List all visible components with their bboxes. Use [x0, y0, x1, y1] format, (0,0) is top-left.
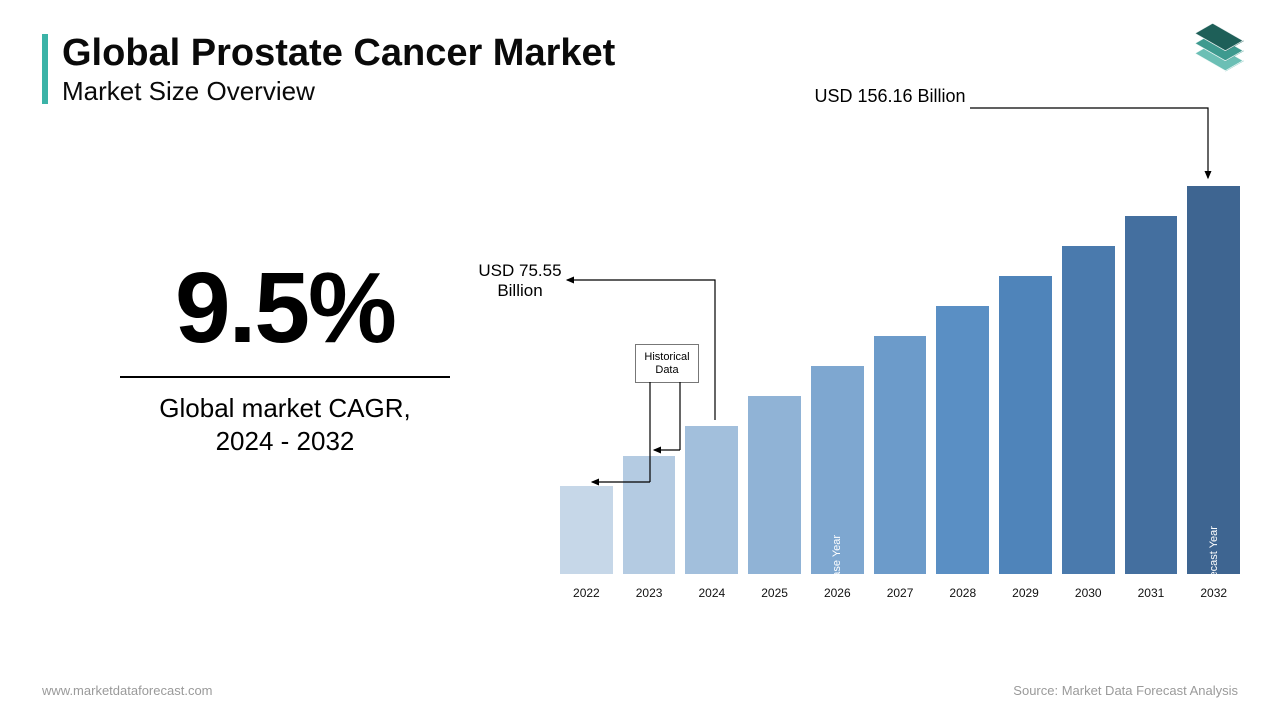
bar-2025 [748, 396, 801, 574]
bar-2030 [1062, 246, 1115, 574]
inbar-base-year: Base Year [831, 535, 843, 585]
x-label: 2026 [811, 586, 864, 600]
bar-2032: Forecast Year [1187, 186, 1240, 574]
x-label: 2032 [1187, 586, 1240, 600]
accent-bar [42, 34, 48, 104]
footer-source: Source: Market Data Forecast Analysis [1013, 683, 1238, 698]
bar-2023 [623, 456, 676, 574]
stat-divider [120, 376, 450, 378]
bar-2029 [999, 276, 1052, 574]
infographic-page: Global Prostate Cancer Market Market Siz… [0, 0, 1280, 720]
bar-2026: Base Year [811, 366, 864, 574]
x-label: 2031 [1125, 586, 1178, 600]
bar-2028 [936, 306, 989, 574]
x-label: 2022 [560, 586, 613, 600]
cagr-value: 9.5% [120, 258, 450, 358]
bar-2027 [874, 336, 927, 574]
bar-fill [685, 426, 738, 574]
bar-fill [874, 336, 927, 574]
footer: www.marketdataforecast.com Source: Marke… [42, 683, 1238, 698]
x-label: 2027 [874, 586, 927, 600]
x-label: 2028 [936, 586, 989, 600]
x-axis-labels: 2022 2023 2024 2025 2026 2027 2028 2029 2030 2031… [560, 586, 1240, 600]
x-label: 2025 [748, 586, 801, 600]
bar-fill: Base Year [811, 366, 864, 574]
arrow-to-2032 [970, 108, 1208, 178]
callout-top-value: USD 156.16 Billion [810, 86, 970, 108]
page-subtitle: Market Size Overview [62, 76, 615, 107]
bar-fill [623, 456, 676, 574]
callout-first-value: USD 75.55 Billion [475, 261, 565, 302]
cagr-label: Global market CAGR, 2024 - 2032 [120, 392, 450, 457]
bar-fill [1125, 216, 1178, 574]
x-label: 2030 [1062, 586, 1115, 600]
market-bar-chart: Base YearForecast Year 20222023202420252… [560, 180, 1240, 600]
bars-container: Base Year Forecast Year [560, 180, 1240, 574]
x-label: 2029 [999, 586, 1052, 600]
bar-2022 [560, 486, 613, 574]
footer-url: www.marketdataforecast.com [42, 683, 213, 698]
title-block: Global Prostate Cancer Market Market Siz… [42, 34, 615, 107]
brand-logo-icon [1186, 24, 1252, 78]
bar-fill [1062, 246, 1115, 574]
x-label: 2023 [623, 586, 676, 600]
bar-2024 [685, 426, 738, 574]
page-title: Global Prostate Cancer Market [62, 34, 615, 74]
cagr-label-line1: Global market CAGR, [159, 393, 410, 423]
bar-fill [748, 396, 801, 574]
cagr-stat: 9.5% Global market CAGR, 2024 - 2032 [120, 258, 450, 457]
bar-fill [999, 276, 1052, 574]
bar-fill [560, 486, 613, 574]
x-label: 2024 [685, 586, 738, 600]
cagr-label-line2: 2024 - 2032 [216, 426, 355, 456]
bar-fill: Forecast Year [1187, 186, 1240, 574]
bar-2031 [1125, 216, 1178, 574]
titles: Global Prostate Cancer Market Market Siz… [62, 34, 615, 107]
inbar-forecast-year: Forecast Year [1208, 526, 1220, 594]
bar-fill [936, 306, 989, 574]
